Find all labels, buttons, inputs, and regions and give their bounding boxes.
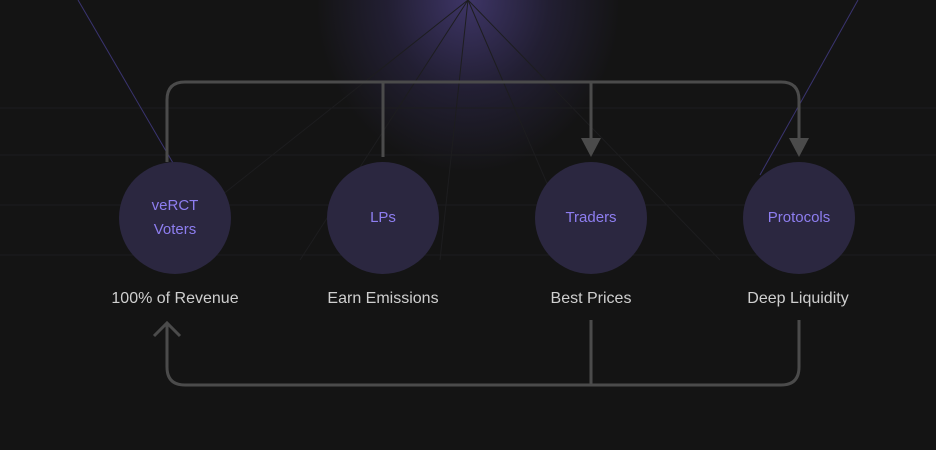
arrow-down-icon bbox=[581, 138, 601, 157]
bottom-connector bbox=[165, 320, 801, 387]
caption-revenue: 100% of Revenue bbox=[111, 290, 239, 307]
accent-line-right bbox=[759, 0, 859, 176]
node-label: LPs bbox=[370, 209, 396, 226]
node-traders: Traders bbox=[535, 162, 647, 274]
node-label: Protocols bbox=[767, 209, 831, 226]
node-vercT-voters: veRCT Voters bbox=[119, 162, 231, 274]
node-label: Traders bbox=[565, 209, 617, 226]
caption-best-prices: Best Prices bbox=[550, 290, 632, 307]
node-protocols: Protocols bbox=[743, 162, 855, 274]
caption-deep-liquidity: Deep Liquidity bbox=[747, 290, 849, 307]
top-connector bbox=[165, 80, 801, 162]
caption-emissions: Earn Emissions bbox=[327, 290, 439, 307]
node-label: veRCT Voters bbox=[151, 197, 199, 238]
arrow-down-icon bbox=[789, 138, 809, 157]
arrow-up-icon bbox=[152, 320, 182, 338]
node-lps: LPs bbox=[327, 162, 439, 274]
accent-line-left bbox=[77, 0, 181, 176]
